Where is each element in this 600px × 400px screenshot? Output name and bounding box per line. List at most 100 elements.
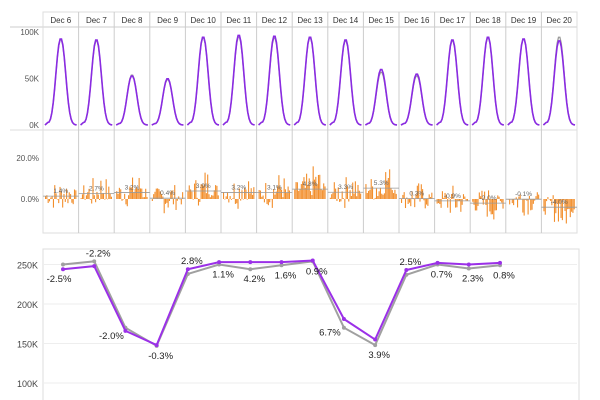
difference-bar — [424, 199, 426, 209]
difference-bar — [75, 190, 77, 199]
difference-bar — [265, 183, 267, 199]
difference-bar — [378, 191, 380, 199]
data-label: 2.8% — [181, 256, 203, 267]
difference-bar — [517, 199, 519, 208]
difference-bar — [518, 196, 520, 199]
data-point — [466, 262, 471, 267]
difference-bar — [216, 185, 218, 199]
data-label: 0.9% — [306, 266, 328, 277]
difference-bar — [336, 199, 338, 201]
daily-average-label: 1.4% — [53, 188, 68, 195]
difference-bar — [423, 199, 425, 201]
difference-bar — [46, 195, 48, 199]
difference-bar — [509, 199, 511, 205]
difference-bar — [339, 199, 341, 202]
hourly-line-forecast — [436, 40, 469, 126]
difference-bar — [300, 184, 302, 199]
difference-bar — [240, 199, 242, 201]
hourly-line-actual — [80, 39, 113, 126]
data-point — [435, 260, 440, 265]
difference-bar — [124, 193, 126, 199]
difference-bar — [134, 189, 136, 199]
difference-bar — [484, 191, 486, 199]
difference-bar — [182, 192, 184, 199]
difference-bar — [166, 199, 168, 203]
data-point — [373, 343, 378, 348]
difference-bar — [93, 195, 95, 199]
difference-bar — [412, 198, 414, 200]
difference-bar — [386, 180, 388, 199]
difference-bar — [352, 182, 354, 199]
difference-bar — [64, 199, 66, 202]
difference-bar — [96, 191, 98, 199]
difference-bar — [128, 195, 130, 199]
difference-bar — [461, 199, 463, 205]
difference-bar — [142, 197, 144, 199]
difference-bar — [333, 182, 335, 199]
daily-average-label: 2.7% — [89, 185, 104, 192]
difference-bar — [460, 199, 462, 212]
difference-bar — [262, 195, 264, 199]
difference-bar — [368, 190, 370, 199]
data-point — [92, 264, 97, 269]
difference-bar — [201, 184, 203, 199]
data-point — [154, 343, 159, 348]
difference-bar — [534, 199, 536, 201]
difference-bar — [91, 199, 93, 204]
data-label: 1.6% — [275, 270, 297, 281]
hourly-line-forecast — [365, 71, 398, 126]
difference-bar — [383, 193, 385, 199]
difference-bar — [394, 189, 396, 199]
difference-bar — [489, 199, 491, 212]
difference-bar — [67, 199, 69, 204]
data-label: 6.7% — [319, 328, 341, 339]
hourly-line-forecast — [400, 75, 433, 126]
difference-bar — [353, 193, 355, 199]
y-tick-label: 100K — [17, 379, 38, 389]
difference-bar — [389, 169, 391, 199]
difference-bar — [195, 180, 197, 199]
difference-bar — [369, 189, 371, 199]
difference-bar — [395, 193, 397, 199]
difference-bar — [480, 196, 482, 199]
difference-bar — [242, 199, 244, 200]
difference-bar — [462, 194, 465, 199]
day-header: Dec 7 — [86, 16, 107, 25]
difference-bar — [286, 192, 288, 199]
difference-bar — [448, 198, 450, 199]
difference-bar — [105, 179, 107, 199]
difference-bar — [170, 191, 172, 199]
hourly-line-actual — [186, 36, 220, 126]
difference-bar — [382, 194, 384, 199]
difference-bar — [161, 194, 163, 199]
difference-bar — [478, 192, 480, 199]
difference-bar — [73, 189, 76, 199]
difference-bar — [278, 175, 280, 199]
data-label: 4.2% — [243, 274, 265, 285]
daily-average-label: 0.3% — [409, 190, 424, 197]
difference-bar — [519, 194, 521, 199]
difference-bar — [224, 199, 226, 200]
difference-bar — [513, 199, 515, 206]
difference-bar — [234, 199, 236, 204]
difference-bar — [120, 189, 122, 199]
difference-bar — [101, 193, 103, 199]
difference-bar — [137, 188, 139, 199]
data-label: -2.2% — [86, 248, 111, 259]
difference-bar — [237, 199, 239, 209]
difference-bar — [68, 192, 70, 199]
difference-bar — [420, 184, 422, 199]
difference-bar — [284, 189, 287, 199]
daily-average-label: 3.2% — [231, 184, 246, 191]
difference-bar — [236, 199, 238, 204]
difference-bar — [83, 185, 85, 199]
difference-bar — [316, 184, 318, 199]
difference-bar — [229, 196, 231, 199]
difference-bar — [453, 198, 455, 200]
difference-bar — [121, 199, 123, 201]
data-point — [248, 267, 253, 272]
data-point — [279, 260, 284, 265]
difference-bar — [163, 199, 165, 214]
day-header: Dec 19 — [511, 16, 537, 25]
difference-bar — [360, 193, 362, 199]
